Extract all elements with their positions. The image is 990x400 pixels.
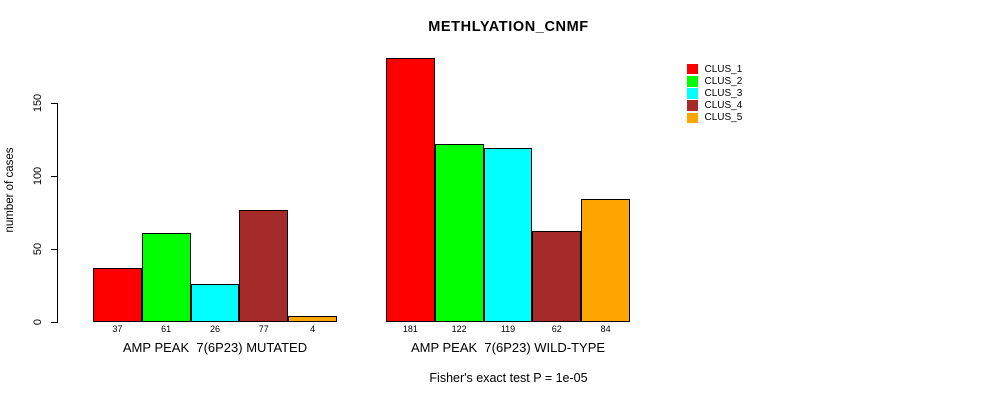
legend-swatch bbox=[687, 100, 698, 111]
bar bbox=[386, 57, 435, 322]
bar-value-label: 122 bbox=[451, 324, 467, 334]
y-axis-tick-label: 100 bbox=[32, 166, 44, 186]
legend-label: CLUS_5 bbox=[704, 112, 743, 124]
bar-value-label: 119 bbox=[500, 324, 516, 334]
y-axis-tick bbox=[51, 322, 57, 323]
bar bbox=[141, 232, 191, 322]
legend-swatch bbox=[687, 88, 698, 99]
bar-value-label: 181 bbox=[402, 324, 418, 334]
legend-label: CLUS_1 bbox=[704, 63, 743, 75]
legend-item: CLUS_3 bbox=[687, 87, 742, 99]
stats-annotation: Fisher's exact test P = 1e-05 bbox=[429, 371, 588, 385]
legend-swatch bbox=[687, 63, 698, 75]
legend-item: CLUS_4 bbox=[687, 100, 742, 112]
y-axis-tick-label: 150 bbox=[32, 93, 44, 113]
legend-label: CLUS_4 bbox=[704, 100, 743, 112]
bar bbox=[239, 209, 289, 322]
x-axis-group-label: AMP PEAK 7(6P23) WILD-TYPE bbox=[410, 340, 606, 355]
legend-item: CLUS_2 bbox=[687, 75, 742, 87]
y-axis-tick-label: 50 bbox=[32, 242, 44, 256]
bar bbox=[581, 199, 630, 322]
y-axis-tick-label: 0 bbox=[32, 318, 44, 326]
legend-label: CLUS_3 bbox=[704, 87, 743, 99]
bar bbox=[483, 148, 533, 322]
legend-item: CLUS_5 bbox=[687, 112, 742, 124]
bar-value-label: 77 bbox=[258, 324, 269, 334]
bar-value-label: 84 bbox=[600, 324, 611, 334]
legend-swatch bbox=[687, 76, 698, 87]
x-axis-group-label: AMP PEAK 7(6P23) MUTATED bbox=[122, 340, 308, 355]
legend-label: CLUS_2 bbox=[704, 75, 743, 87]
bar bbox=[288, 316, 337, 322]
bar-value-label: 37 bbox=[112, 324, 123, 334]
y-axis-tick bbox=[51, 249, 57, 250]
chart-title: METHLYATION_CNMF bbox=[428, 19, 589, 35]
bar-value-label: 62 bbox=[551, 324, 562, 334]
y-axis-tick bbox=[51, 103, 57, 104]
y-axis-label: number of cases bbox=[4, 147, 16, 233]
bar bbox=[434, 143, 484, 322]
legend: CLUS_1 CLUS_2 CLUS_3 CLUS_4 CLUS_5 bbox=[687, 63, 742, 124]
bar-value-label: 61 bbox=[161, 324, 172, 334]
bar bbox=[190, 284, 240, 322]
bar bbox=[532, 231, 582, 322]
bar-value-label: 26 bbox=[209, 324, 221, 334]
legend-swatch bbox=[687, 112, 698, 124]
y-axis-tick bbox=[51, 176, 57, 177]
bar bbox=[93, 267, 142, 322]
bar-value-label: 4 bbox=[310, 324, 316, 334]
y-axis-line bbox=[57, 103, 58, 323]
legend-item: CLUS_1 bbox=[687, 63, 742, 75]
